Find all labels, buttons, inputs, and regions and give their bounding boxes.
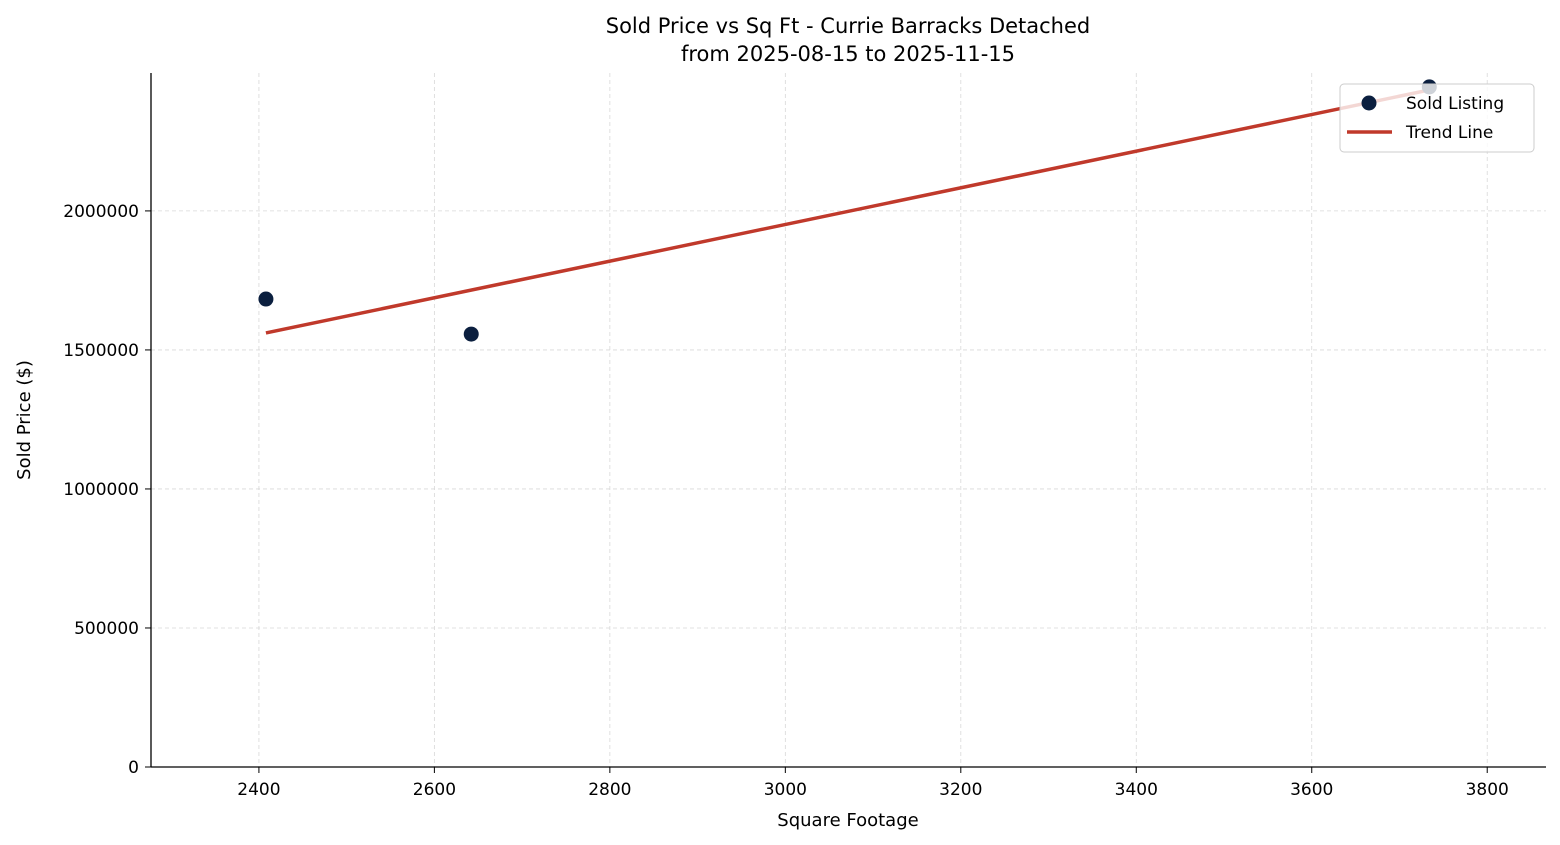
chart-title-line-2: from 2025-08-15 to 2025-11-15 (681, 42, 1015, 66)
y-tick-label: 500000 (74, 619, 139, 639)
y-axis-label: Sold Price ($) (14, 360, 35, 480)
legend: Sold Listing Trend Line (1339, 83, 1535, 153)
legend-scatter-marker (1361, 95, 1377, 111)
x-tick-label: 3400 (1115, 780, 1158, 800)
x-tick-label: 3800 (1466, 780, 1509, 800)
chart-marks (258, 79, 1437, 342)
x-tick-label: 2800 (588, 780, 631, 800)
grid-lines (151, 73, 1546, 767)
x-tick-label: 2600 (413, 780, 456, 800)
x-tick-label: 3200 (939, 780, 982, 800)
legend-label-trend-line: Trend Line (1405, 123, 1493, 143)
y-tick-label: 1500000 (63, 341, 139, 361)
y-tick-label: 1000000 (63, 480, 139, 500)
chart-title-line-1: Sold Price vs Sq Ft - Currie Barracks De… (606, 14, 1091, 38)
tick-labels: 2400 2600 2800 3000 3200 3400 3600 3800 0 500000 1… (63, 202, 1509, 800)
x-tick-label: 3000 (764, 780, 807, 800)
x-axis-label: Square Footage (777, 810, 918, 831)
sold-listing-point (258, 291, 274, 307)
x-tick-label: 3600 (1290, 780, 1333, 800)
x-tick-label: 2400 (237, 780, 280, 800)
y-tick-label: 0 (128, 758, 139, 778)
y-tick-label: 2000000 (63, 202, 139, 222)
legend-label-sold-listing: Sold Listing (1406, 94, 1504, 114)
trend-line (265, 88, 1430, 335)
sold-listing-point (463, 326, 479, 342)
legend-box (1339, 83, 1535, 153)
